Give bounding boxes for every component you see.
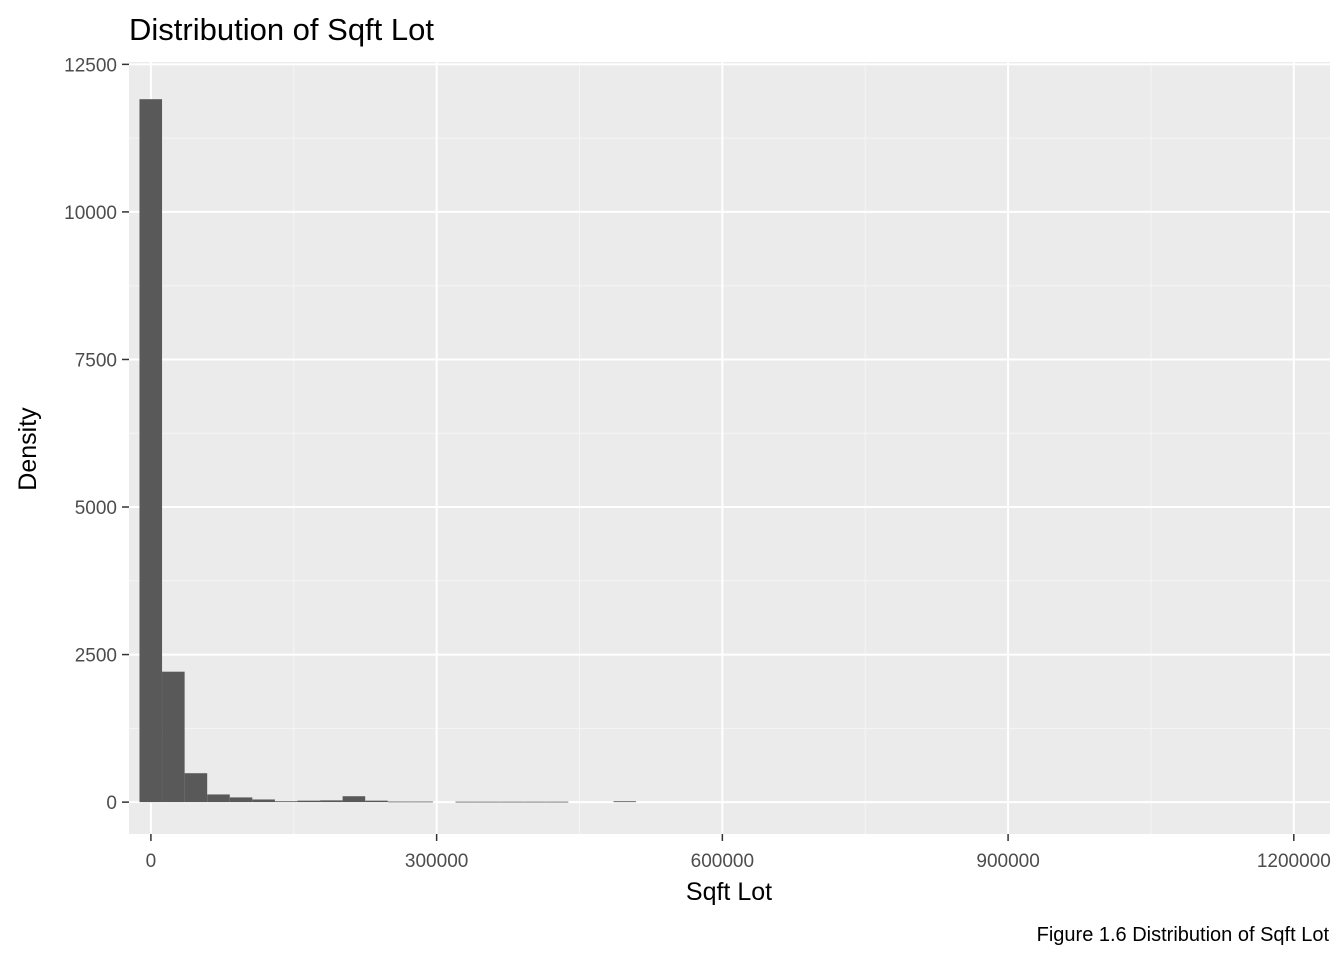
histogram-bar-17 [523,801,546,803]
y-tick-label: 0 [106,793,117,814]
histogram-bar-2 [184,773,208,803]
y-tick-label: 5000 [75,498,117,519]
x-tick-label: 0 [146,851,157,872]
histogram-bar-1 [162,671,185,803]
histogram-bar-9 [342,796,366,803]
y-axis-title: Density [14,407,42,491]
histogram-bar-15 [478,801,501,803]
chart-title: Distribution of Sqft Lot [129,12,434,47]
histogram-bar-4 [229,797,253,803]
histogram-bar-5 [252,799,275,803]
y-tick-label: 7500 [75,350,117,371]
histogram-bar-3 [207,794,230,803]
histogram-bar-7 [297,800,321,803]
x-tick-label: 300000 [405,851,468,872]
y-tick-label: 10000 [64,203,117,224]
histogram-bar-18 [545,801,569,803]
figure-caption: Figure 1.6 Distribution of Sqft Lot [1037,924,1330,946]
histogram-bar-21 [613,801,637,803]
x-tick-label: 600000 [691,851,754,872]
x-axis-title: Sqft Lot [686,878,772,906]
histogram-bar-0 [139,99,163,803]
histogram-bar-14 [455,801,479,803]
x-axis: 0 300000 600000 900000 1200000 [146,834,1331,872]
histogram-bar-8 [320,800,343,803]
histogram-bar-16 [500,801,524,803]
x-tick-label: 900000 [976,851,1039,872]
histogram-bar-10 [365,800,388,803]
plot-panel [129,62,1330,834]
grid-minor-lines [129,62,1330,834]
histogram-bar-6 [274,801,298,803]
y-axis: 0 2500 5000 7500 10000 12500 [64,55,129,814]
histogram-bars [139,99,637,803]
x-tick-label: 1200000 [1257,851,1331,872]
histogram-bar-12 [410,801,433,803]
y-tick-label: 2500 [75,646,117,667]
histogram-bar-11 [387,801,411,803]
y-tick-label: 12500 [64,55,117,76]
